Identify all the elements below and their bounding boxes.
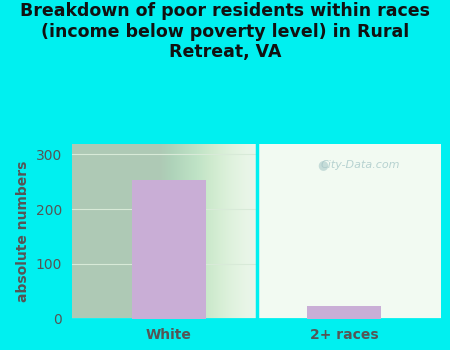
Text: City-Data.com: City-Data.com [320,160,400,169]
Bar [256,144,450,318]
Y-axis label: absolute numbers: absolute numbers [16,160,30,302]
Bar [307,307,381,319]
Text: Breakdown of poor residents within races
(income below poverty level) in Rural
R: Breakdown of poor residents within races… [20,2,430,61]
Text: ●: ● [318,158,328,171]
Bar [132,180,206,318]
